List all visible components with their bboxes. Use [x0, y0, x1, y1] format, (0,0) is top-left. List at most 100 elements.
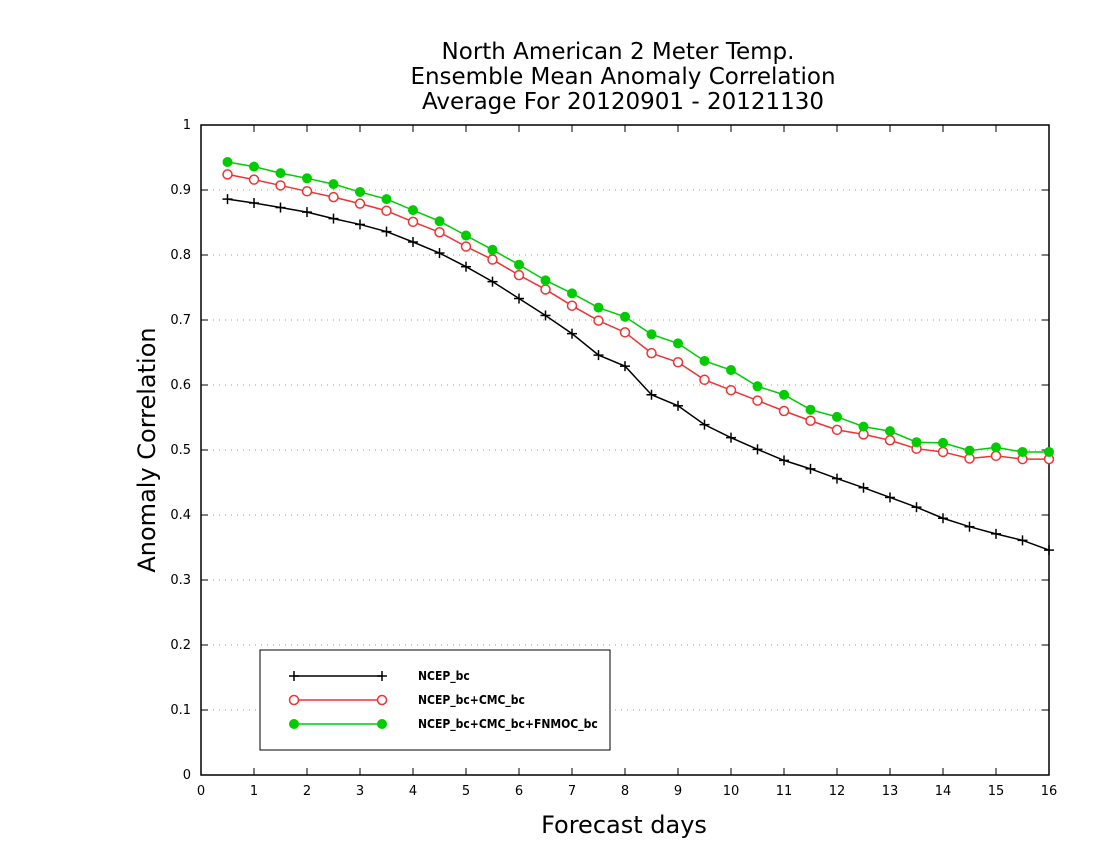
y-tick-label: 0.7 [170, 313, 191, 328]
data-point [911, 437, 922, 448]
x-tick-label: 7 [568, 784, 576, 799]
data-point [699, 374, 710, 386]
data-point [461, 230, 471, 241]
legend-label: NCEP_bc+CMC_bc+FNMOC_bc [418, 717, 598, 732]
chart-title-line-1: North American 2 Meter Temp. [442, 39, 795, 65]
data-point [249, 161, 259, 172]
data-point [805, 415, 816, 426]
series-layer [222, 157, 1055, 556]
x-tick-label: 1 [250, 784, 258, 799]
chart-title: North American 2 Meter Temp. Ensemble Me… [410, 39, 835, 115]
legend-marker [289, 719, 299, 729]
y-tick-label: 0.8 [170, 248, 191, 263]
x-tick-label: 8 [621, 784, 629, 799]
data-point [593, 350, 604, 361]
data-point [567, 328, 577, 339]
data-point [699, 419, 710, 430]
data-point [646, 347, 657, 359]
chart-title-line-3: Average For 20120901 - 20121130 [422, 89, 824, 115]
series-2 [222, 169, 1055, 465]
data-point [249, 198, 259, 208]
data-point [619, 327, 631, 338]
data-point [461, 261, 471, 272]
data-point [434, 248, 445, 259]
x-tick-label: 0 [197, 784, 205, 799]
chart-title-line-2: Ensemble Mean Anomaly Correlation [410, 64, 835, 90]
x-tick-label: 12 [829, 784, 846, 799]
data-point [355, 219, 365, 230]
data-point [487, 276, 498, 287]
y-tick-label: 0.2 [170, 638, 191, 653]
data-point [487, 244, 498, 255]
x-tick-label: 2 [303, 784, 311, 799]
data-point [726, 432, 736, 443]
data-point [858, 421, 869, 432]
data-point [460, 241, 472, 252]
data-point [990, 450, 1002, 462]
data-point [408, 205, 418, 216]
data-point [514, 293, 524, 304]
data-point [885, 492, 895, 503]
data-point [540, 284, 551, 295]
data-point [832, 473, 842, 484]
legend-item-1: NCEP_bc [289, 669, 470, 684]
y-tick-label: 0.4 [170, 508, 191, 523]
series-3 [222, 157, 1054, 457]
data-point [566, 300, 578, 311]
data-point [991, 442, 1001, 453]
legend-marker [377, 719, 387, 729]
data-point [673, 400, 683, 411]
legend-marker [377, 671, 387, 681]
y-tick-label: 0 [183, 768, 191, 783]
legend: NCEP_bc NCEP_bc+CMC_bc NCEP_bc+CMC_bc+FNMO… [259, 649, 611, 751]
data-point [328, 191, 339, 203]
data-point [938, 437, 948, 448]
data-point [355, 186, 365, 197]
data-point [646, 389, 657, 400]
x-tick-label: 11 [776, 784, 793, 799]
data-point [222, 157, 233, 168]
data-point [540, 275, 551, 286]
y-tick-label: 1 [183, 118, 191, 133]
x-tick-label: 9 [674, 784, 682, 799]
series-line [227, 198, 1050, 551]
legend-label: NCEP_bc+CMC_bc [418, 693, 525, 708]
data-point [381, 226, 392, 237]
y-tick-label: 0.6 [170, 378, 191, 393]
data-point [885, 426, 895, 437]
data-point [328, 213, 339, 224]
data-point [726, 365, 736, 376]
data-point [937, 446, 949, 458]
data-point [778, 405, 790, 417]
data-point [381, 194, 392, 205]
y-tick-label: 0.3 [170, 573, 191, 588]
data-point [752, 395, 763, 406]
x-tick-label: 15 [988, 784, 1005, 799]
data-point [964, 445, 975, 456]
y-tick-label: 0.1 [170, 703, 191, 718]
series-1 [222, 194, 1054, 556]
data-point [1044, 446, 1054, 457]
data-point [620, 361, 630, 372]
x-tick-label: 6 [515, 784, 523, 799]
data-point [301, 186, 313, 197]
data-point [858, 482, 869, 493]
legend-marker [289, 671, 299, 681]
data-point [593, 302, 604, 313]
data-point [248, 174, 260, 185]
x-axis-label: Forecast days [541, 811, 707, 839]
data-point [275, 180, 286, 191]
y-axis-label: Anomaly Correlation [133, 327, 161, 572]
data-point [832, 411, 842, 422]
data-point [620, 311, 630, 322]
x-tick-label: 13 [882, 784, 899, 799]
data-point [672, 357, 684, 368]
data-point [302, 207, 312, 218]
data-point [1017, 446, 1028, 457]
x-tick-label: 10 [723, 784, 740, 799]
data-point [725, 384, 737, 396]
x-tick-label: 5 [462, 784, 470, 799]
data-point [964, 521, 975, 532]
data-point [779, 455, 789, 466]
